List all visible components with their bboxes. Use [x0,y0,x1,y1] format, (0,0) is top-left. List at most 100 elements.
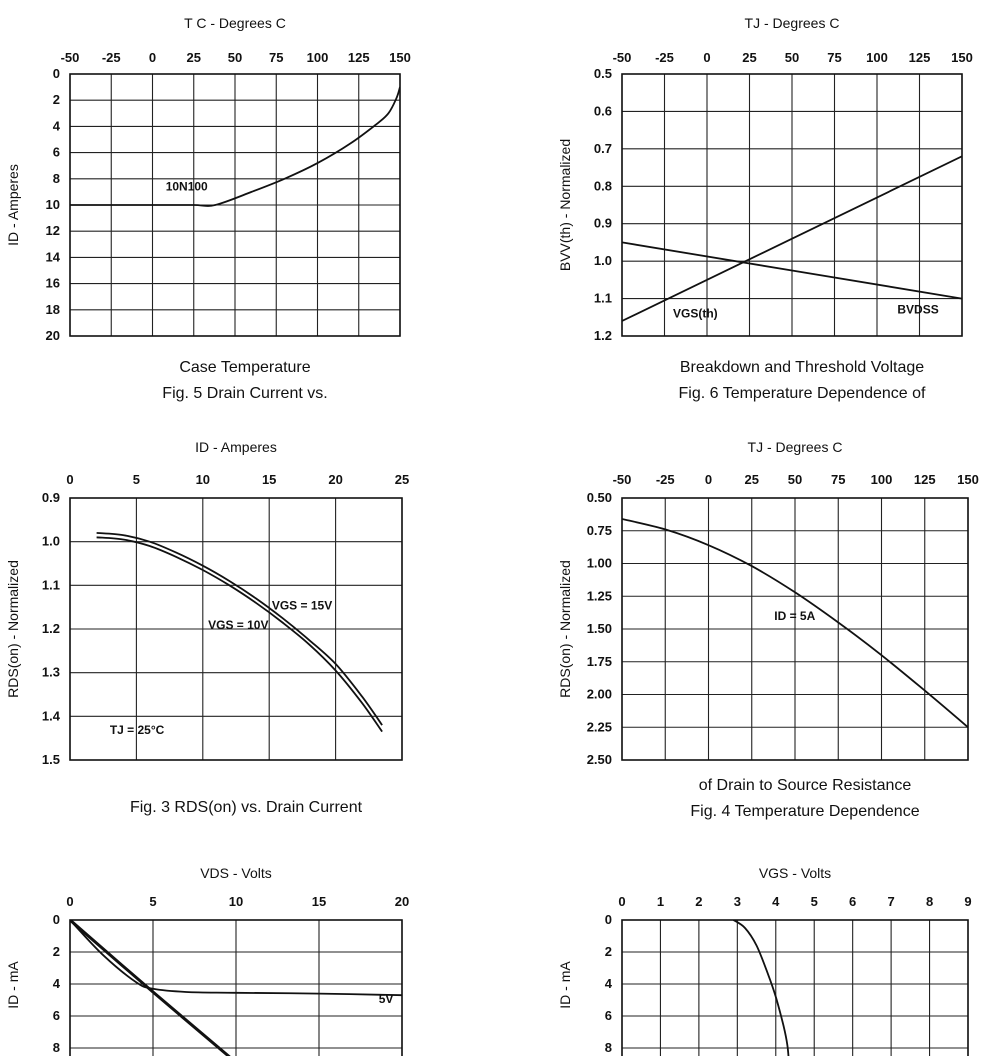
fig6-xtick-label: 100 [866,50,888,65]
fig1-series-group [70,920,402,1056]
fig4-xtick-label: 25 [745,472,759,487]
fig6-xtick-label: 25 [742,50,756,65]
fig5-xtick-label: 25 [187,50,201,65]
fig3-xlabel: ID - Amperes [195,439,277,455]
fig3-annotation: VGS = 10V [208,618,268,632]
fig6-series-0-line [622,155,962,322]
fig3-ylabel: RDS(on) - Normalized [5,560,21,698]
fig2-xtick-label: 1 [657,894,664,909]
fig4-ytick-label: 2.25 [587,719,612,734]
fig2-ytick-label: 8 [605,1040,612,1055]
fig2-xlabel: VGS - Volts [759,865,831,881]
fig5-ytick-label: 0 [53,66,60,81]
fig6-subtitle: Breakdown and Threshold Voltage [680,359,924,376]
fig1-xtick-label: 5 [149,894,156,909]
fig4-xtick-label: -25 [656,472,675,487]
fig1-annotation: 5V [379,992,394,1006]
fig1-series-1-line [70,920,231,1056]
fig4-frame [621,497,969,761]
fig6-xtick-label: 125 [909,50,931,65]
fig2-xtick-label: 6 [849,894,856,909]
fig3-figure: 0 5 10 15 20 25 0.9 1.0 1.1 1.2 1.3 1.4 1.5 ID - Ampe… [5,439,409,816]
fig2-series-0-line [732,920,790,1056]
fig5-series-0-line [70,86,400,207]
fig6-ytick-label: 1.2 [594,328,612,343]
fig3-xtick-label: 10 [196,472,210,487]
fig4-xtick-label: 125 [914,472,936,487]
fig6-ytick-label: 1.1 [594,291,612,306]
fig3-frame [69,497,403,761]
fig2-ytick-label: 2 [605,944,612,959]
fig6-ytick-label: 0.6 [594,103,612,118]
fig3-series-0-line [96,532,383,726]
fig3-ytick-label: 1.0 [42,534,60,549]
fig5-title: Fig. 5 Drain Current vs. [162,385,327,402]
fig3-series-1-line [96,536,383,733]
fig2-frame [621,919,969,1056]
fig4-xtick-label: 150 [957,472,979,487]
fig6-xtick-label: 50 [785,50,799,65]
fig4-ytick-label: 0.75 [587,523,612,538]
fig3-ytick-label: 1.2 [42,621,60,636]
fig4-ylabel: RDS(on) - Normalized [557,560,573,698]
fig5-series-group [70,86,400,207]
fig6-xtick-label: -50 [613,50,632,65]
fig4-figure: -50 -25 0 25 50 75 100 125 150 0.50 0.75 1.00 1.25 1.… [557,439,979,820]
fig6-frame [621,73,963,337]
fig2-xtick-label: 8 [926,894,933,909]
fig5-figure: -50 -25 0 25 50 75 100 125 150 0 2 4 6 8 10 12 14 16 18 20 T… [5,15,411,402]
fig4-xtick-label: 75 [831,472,845,487]
fig4-ytick-label: 2.50 [587,752,612,767]
fig6-figure: -50 -25 0 25 50 75 100 125 150 0.5 0.6 0.7 0.8 0.9 1.0… [557,15,973,402]
fig3-ytick-label: 0.9 [42,490,60,505]
fig3-annotation: VGS = 15V [272,598,332,612]
fig2-xtick-label: 4 [772,894,780,909]
fig5-ytick-label: 4 [53,118,61,133]
fig3-xtick-label: 5 [133,472,140,487]
fig5-subtitle: Case Temperature [179,359,310,376]
fig2-ylabel: ID - mA [557,961,573,1009]
fig5-xlabel: T C - Degrees C [184,15,286,31]
fig5-ytick-label: 14 [46,249,61,264]
fig1-ytick-label: 0 [53,912,60,927]
fig6-ylabel: BVV(th) - Normalized [557,139,573,271]
fig4-title: Fig. 4 Temperature Dependence [690,803,919,820]
fig3-xtick-label: 0 [66,472,73,487]
fig5-xtick-label: -50 [61,50,80,65]
fig2-ytick-label: 4 [605,976,613,991]
fig6-ytick-label: 0.8 [594,178,612,193]
fig6-xtick-label: 75 [827,50,841,65]
fig2-xtick-label: 3 [734,894,741,909]
fig3-ytick-label: 1.5 [42,752,60,767]
fig4-ytick-label: 0.50 [587,490,612,505]
fig5-xtick-label: 0 [149,50,156,65]
fig5-xtick-label: -25 [102,50,121,65]
fig4-subtitle: of Drain to Source Resistance [699,777,912,794]
fig6-series-group [622,155,962,322]
fig5-ytick-label: 18 [46,302,60,317]
fig4-ytick-label: 2.00 [587,687,612,702]
fig6-title: Fig. 6 Temperature Dependence of [679,385,927,402]
fig2-ytick-label: 0 [605,912,612,927]
fig5-xtick-label: 150 [389,50,411,65]
fig2-xtick-label: 0 [618,894,625,909]
fig2-xtick-label: 7 [887,894,894,909]
fig6-annotation: BVDSS [897,303,938,317]
fig5-ytick-label: 12 [46,223,60,238]
fig3-xtick-label: 15 [262,472,276,487]
fig1-series-0-line [70,920,402,997]
fig3-title: Fig. 3 RDS(on) vs. Drain Current [130,799,363,816]
fig4-xtick-label: 100 [871,472,893,487]
fig4-ytick-label: 1.75 [587,654,612,669]
fig4-xtick-label: 0 [705,472,712,487]
fig1-ylabel: ID - mA [5,961,21,1009]
fig6-ytick-label: 1.0 [594,253,612,268]
fig5-annotation: 10N100 [166,180,208,194]
fig5-ytick-label: 6 [53,145,60,160]
fig2-xtick-label: 5 [811,894,818,909]
fig4-ytick-label: 1.50 [587,621,612,636]
fig2-xtick-label: 9 [964,894,971,909]
fig5-ytick-label: 16 [46,276,60,291]
